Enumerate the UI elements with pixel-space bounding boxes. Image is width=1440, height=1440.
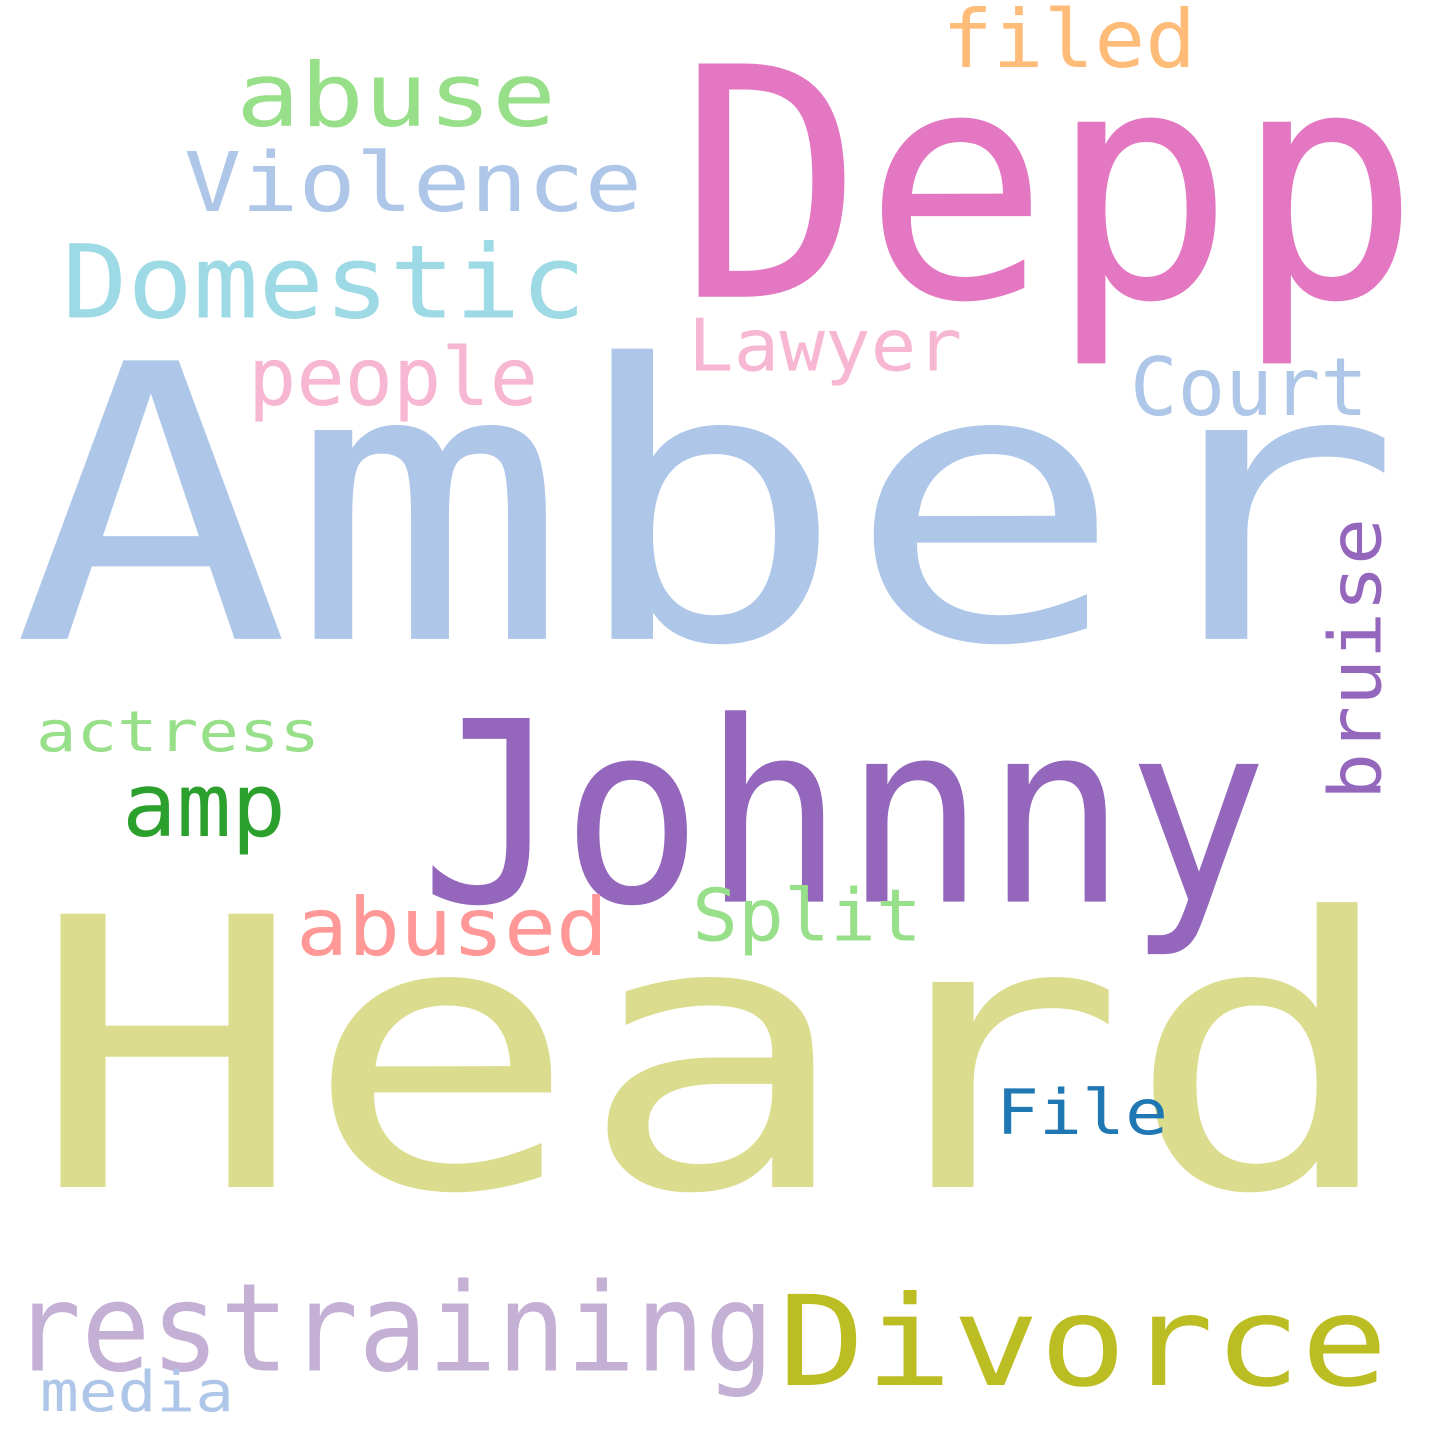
word-people: people: [248, 330, 538, 425]
word-violence: Violence: [184, 134, 642, 231]
word-filed: filed: [942, 0, 1196, 87]
word-lawyer: Lawyer: [688, 303, 962, 388]
word-depp: Depp: [678, 0, 1420, 374]
word-restraining: restraining: [12, 1257, 775, 1400]
word-divorce: Divorce: [778, 1268, 1388, 1415]
word-johnny: Johnny: [420, 667, 1268, 963]
word-abuse: abuse: [236, 44, 556, 148]
word-bruise: bruise: [1313, 518, 1398, 800]
word-abused: abused: [296, 880, 608, 975]
word-split: Split: [692, 873, 922, 958]
word-actress: actress: [36, 698, 320, 765]
word-amp: amp: [122, 754, 286, 858]
word-court: Court: [1130, 340, 1368, 435]
word-heard: Heard: [30, 838, 1400, 1277]
word-amber: Amber: [12, 283, 1402, 731]
word-domestic: Domestic: [62, 222, 586, 343]
word-file: File: [996, 1076, 1168, 1149]
word-media: media: [40, 1358, 234, 1425]
